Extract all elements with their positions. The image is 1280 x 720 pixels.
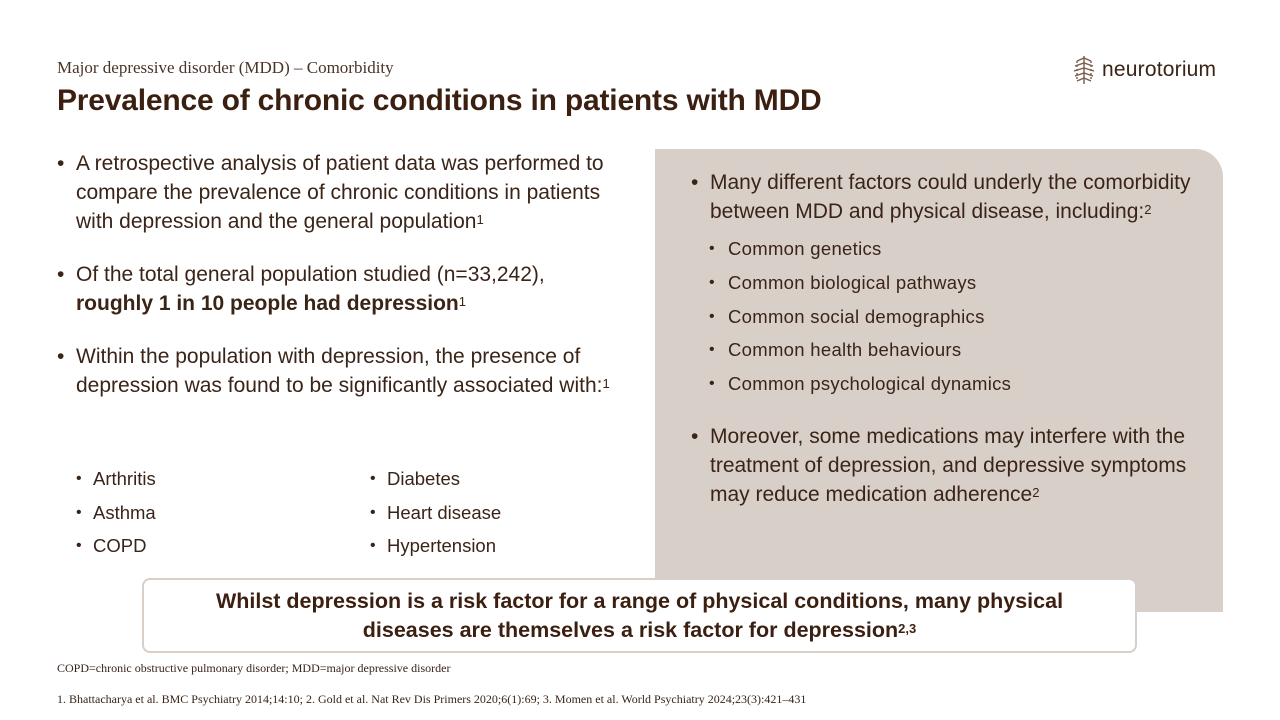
left-column: A retrospective analysis of patient data…: [57, 149, 627, 400]
panel-bullet-1-text: Many different factors could underly the…: [710, 171, 1191, 223]
left-bullet-3: Within the population with depression, t…: [57, 342, 627, 400]
callout-ref: 2,3: [898, 620, 917, 636]
condition-item: Arthritis: [76, 464, 370, 494]
factors-list: Common genetics Common biological pathwa…: [709, 232, 1191, 401]
slide-subtitle: Major depressive disorder (MDD) – Comorb…: [57, 58, 394, 77]
references: 1. Bhattacharya et al. BMC Psychiatry 20…: [57, 692, 807, 706]
left-bullet-1-text: A retrospective analysis of patient data…: [76, 152, 604, 233]
panel-bullet-1-ref: 2: [1144, 202, 1152, 217]
panel-bullet-2-text: Moreover, some medications may interfere…: [710, 424, 1187, 506]
callout-text: Whilst depression is a risk factor for a…: [215, 588, 1064, 642]
left-bullet-2-bold: roughly 1 in 10 people had depression: [76, 292, 459, 315]
left-bullet-2-text: Of the total general population studied …: [76, 263, 545, 286]
conditions-list: Arthritis Diabetes Asthma Heart disease …: [76, 464, 556, 561]
key-message-callout: Whilst depression is a risk factor for a…: [142, 578, 1137, 653]
callout-text-wrap: Whilst depression is a risk factor for a…: [168, 587, 1111, 645]
factor-item: Common genetics: [709, 232, 1191, 266]
condition-item: Asthma: [76, 498, 370, 528]
panel-bullet-1: Many different factors could underly the…: [691, 168, 1191, 226]
neurotorium-logo-icon: [1073, 56, 1095, 84]
factor-item: Common health behaviours: [709, 333, 1191, 367]
neurotorium-logo: neurotorium: [1071, 54, 1216, 86]
left-bullet-2-ref: 1: [458, 294, 466, 309]
factor-item: Common psychological dynamics: [709, 367, 1191, 401]
left-bullet-3-ref: 1: [602, 376, 610, 391]
abbreviations-footnote: COPD=chronic obstructive pulmonary disor…: [57, 661, 451, 675]
factors-panel: Many different factors could underly the…: [655, 149, 1223, 612]
condition-item: COPD: [76, 531, 370, 561]
condition-item: Diabetes: [370, 464, 570, 494]
logo-text: neurotorium: [1102, 58, 1217, 81]
left-bullet-2: Of the total general population studied …: [57, 260, 627, 318]
factor-item: Common biological pathways: [709, 266, 1191, 300]
condition-item: Heart disease: [370, 498, 570, 528]
panel-bullet-2: Moreover, some medications may interfere…: [691, 422, 1191, 509]
factor-item: Common social demographics: [709, 300, 1191, 334]
left-bullet-1-ref: 1: [476, 212, 484, 227]
slide-title: Prevalence of chronic conditions in pati…: [57, 84, 822, 117]
left-bullet-1: A retrospective analysis of patient data…: [57, 149, 627, 236]
left-bullet-3-text: Within the population with depression, t…: [76, 345, 603, 397]
panel-bullet-2-ref: 2: [1032, 484, 1040, 500]
condition-item: Hypertension: [370, 531, 570, 561]
